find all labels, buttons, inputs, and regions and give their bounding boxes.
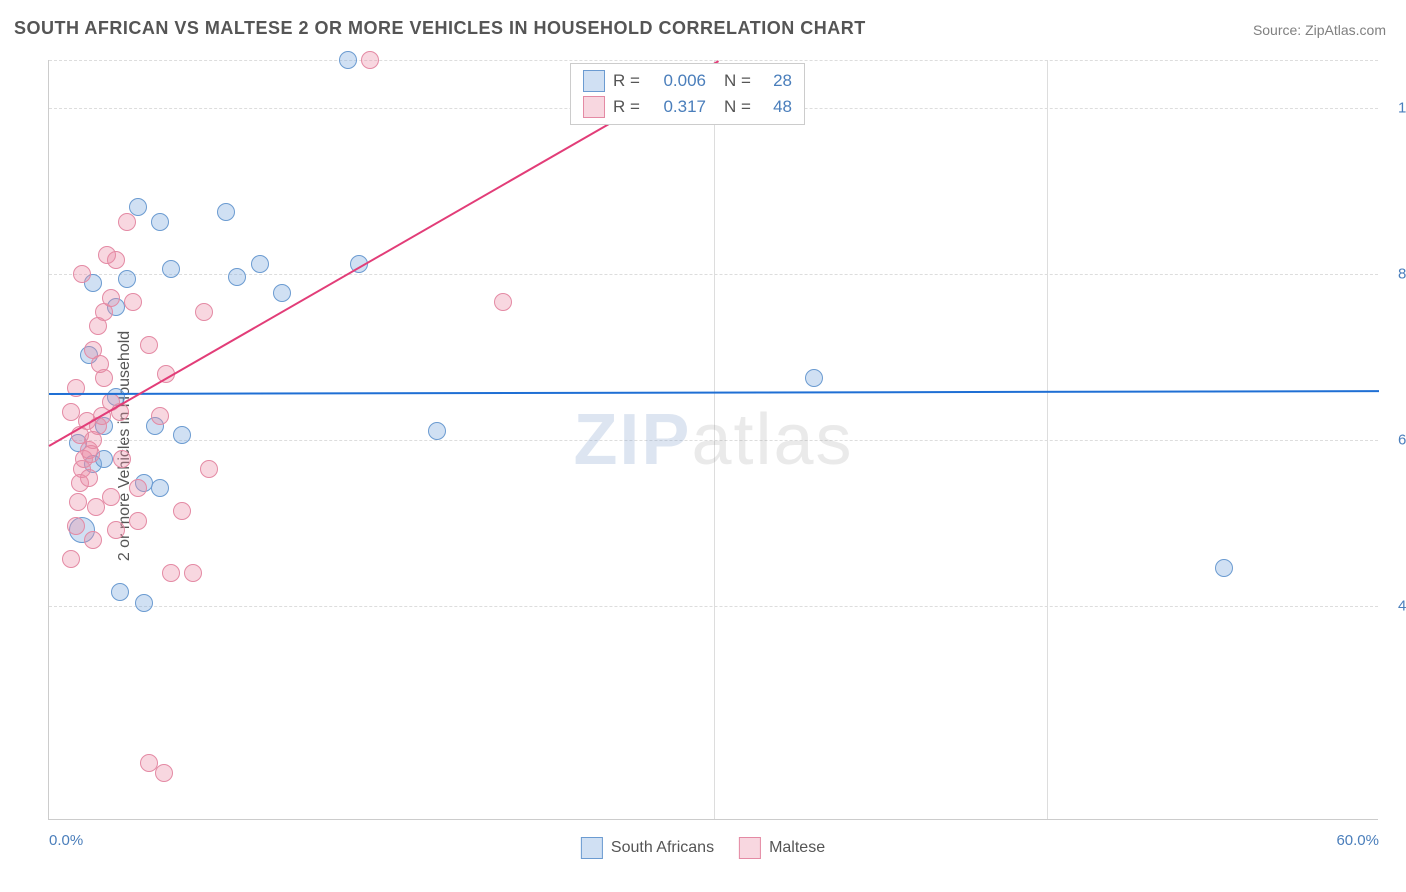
- scatter-plot-area: ZIPatlas 47.5%65.0%82.5%100.0%0.0%60.0%: [48, 60, 1378, 820]
- data-point: [98, 246, 116, 264]
- legend-row: R = 0.006 N = 28: [583, 68, 792, 94]
- y-tick-label: 47.5%: [1383, 598, 1406, 615]
- data-point: [124, 293, 142, 311]
- data-point: [129, 512, 147, 530]
- legend-label: Maltese: [769, 839, 825, 857]
- data-point: [151, 213, 169, 231]
- data-point: [140, 336, 158, 354]
- correlation-legend: R = 0.006 N = 28 R = 0.317 N = 48: [570, 63, 805, 125]
- data-point: [361, 51, 379, 69]
- y-tick-label: 82.5%: [1383, 265, 1406, 282]
- data-point: [118, 213, 136, 231]
- legend-n-value: 48: [762, 97, 792, 117]
- data-point: [217, 203, 235, 221]
- data-point: [339, 51, 357, 69]
- data-point: [228, 268, 246, 286]
- legend-swatch: [583, 70, 605, 92]
- data-point: [102, 488, 120, 506]
- data-point: [273, 284, 291, 302]
- data-point: [155, 764, 173, 782]
- data-point: [91, 355, 109, 373]
- data-point: [84, 531, 102, 549]
- data-point: [195, 303, 213, 321]
- x-tick-label: 0.0%: [49, 832, 83, 849]
- data-point: [67, 517, 85, 535]
- source-label: Source: ZipAtlas.com: [1253, 22, 1386, 38]
- data-point: [107, 521, 125, 539]
- chart-title: SOUTH AFRICAN VS MALTESE 2 OR MORE VEHIC…: [14, 18, 866, 39]
- data-point: [151, 407, 169, 425]
- data-point: [62, 550, 80, 568]
- data-point: [1215, 559, 1233, 577]
- data-point: [69, 493, 87, 511]
- legend-swatch: [583, 96, 605, 118]
- data-point: [111, 583, 129, 601]
- data-point: [200, 460, 218, 478]
- data-point: [118, 270, 136, 288]
- data-point: [135, 594, 153, 612]
- legend-r-label: R =: [613, 71, 643, 91]
- x-tick-label: 60.0%: [1336, 832, 1379, 849]
- legend-item: Maltese: [739, 837, 825, 859]
- data-point: [129, 479, 147, 497]
- data-point: [151, 479, 169, 497]
- data-point: [162, 564, 180, 582]
- legend-swatch: [739, 837, 761, 859]
- data-point: [113, 450, 131, 468]
- legend-n-label: N =: [724, 97, 754, 117]
- data-point: [251, 255, 269, 273]
- series-legend: South Africans Maltese: [581, 837, 825, 859]
- y-tick-label: 100.0%: [1383, 99, 1406, 116]
- legend-item: South Africans: [581, 837, 714, 859]
- data-point: [87, 498, 105, 516]
- data-point: [805, 369, 823, 387]
- data-point: [428, 422, 446, 440]
- data-point: [494, 293, 512, 311]
- y-tick-label: 65.0%: [1383, 432, 1406, 449]
- data-point: [82, 445, 100, 463]
- data-point: [173, 426, 191, 444]
- legend-r-value: 0.317: [651, 97, 706, 117]
- data-point: [162, 260, 180, 278]
- legend-n-label: N =: [724, 71, 754, 91]
- legend-r-value: 0.006: [651, 71, 706, 91]
- legend-label: South Africans: [611, 839, 714, 857]
- data-point: [184, 564, 202, 582]
- gridline-v: [714, 60, 715, 819]
- gridline-v: [1047, 60, 1048, 819]
- legend-n-value: 28: [762, 71, 792, 91]
- legend-row: R = 0.317 N = 48: [583, 94, 792, 120]
- legend-r-label: R =: [613, 97, 643, 117]
- data-point: [102, 289, 120, 307]
- legend-swatch: [581, 837, 603, 859]
- data-point: [73, 265, 91, 283]
- data-point: [80, 469, 98, 487]
- data-point: [173, 502, 191, 520]
